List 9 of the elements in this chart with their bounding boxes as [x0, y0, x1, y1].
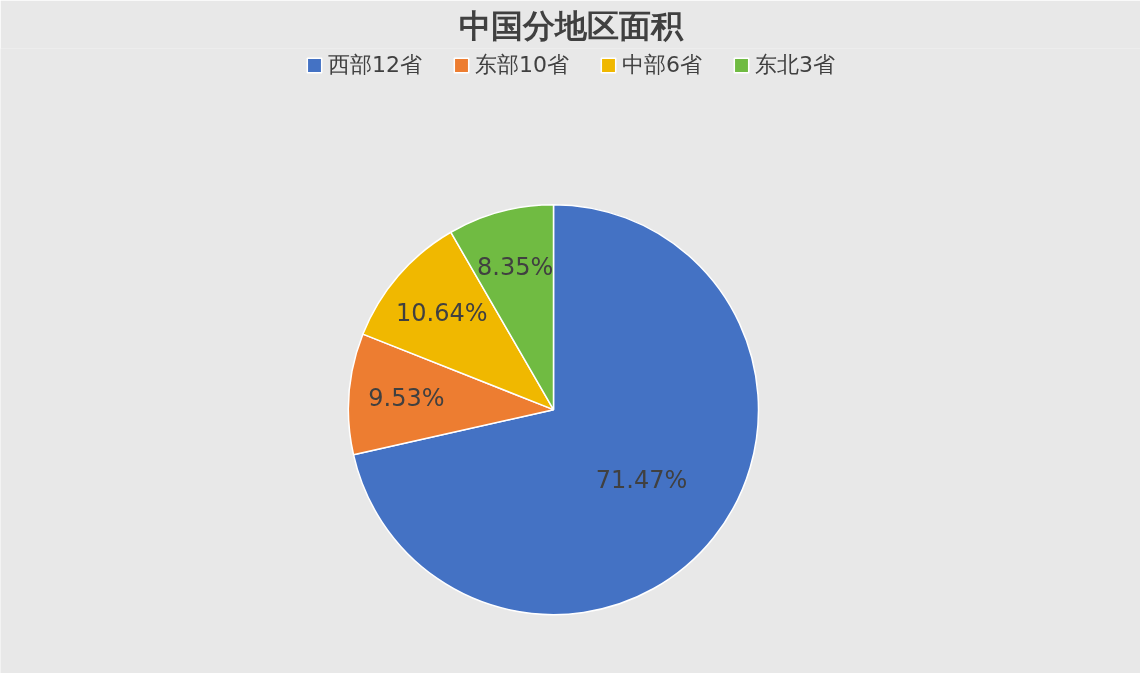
chart-title: 中国分地区面积 — [458, 6, 684, 45]
legend-label: 东部10省 — [475, 51, 569, 79]
data-label: 9.53% — [368, 384, 445, 413]
legend-label: 西部12省 — [328, 51, 422, 79]
data-label: 10.64% — [395, 298, 488, 327]
data-label: 71.47% — [595, 466, 688, 495]
legend-label: 东北3省 — [755, 51, 835, 79]
data-label: 8.35% — [477, 252, 554, 281]
legend-label: 中部6省 — [622, 51, 702, 79]
